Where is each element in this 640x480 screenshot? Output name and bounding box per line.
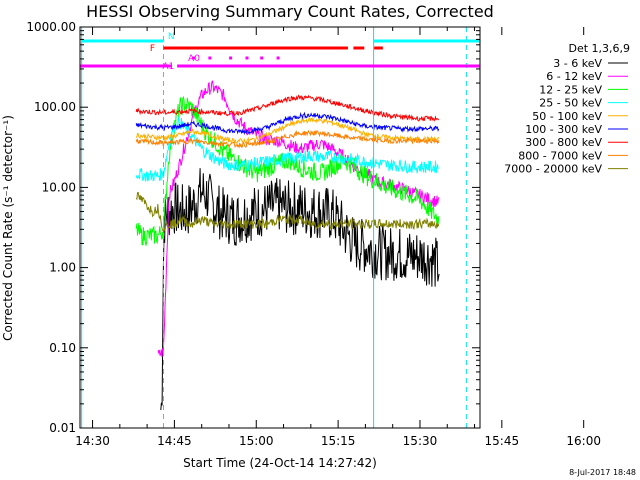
y-tick-label: 10.00 [42,180,76,194]
flag-dot-a0-4 [245,56,249,60]
chart-title: HESSI Observing Summary Count Rates, Cor… [86,2,494,21]
series-line-6 [135,111,440,136]
y-tick-label: 0.01 [49,421,76,435]
legend-entry-5: 50 - 100 keV [532,110,602,123]
flag-dot-a0-5 [260,56,264,60]
legend-entry-8: 800 - 7000 keV [518,149,602,162]
y-tick-label: 100.00 [34,100,76,114]
series-line-1 [160,168,440,411]
legend-entry-9: 7000 - 20000 keV [504,163,602,176]
x-tick-label: 15:00 [239,434,274,448]
series-line-9 [135,191,440,234]
flag-label-f: F [150,44,155,54]
x-tick-label: 14:45 [157,434,192,448]
legend-entry-7: 300 - 800 keV [525,136,602,149]
legend-title: Det 1,3,6,9 [568,42,630,55]
legend-entry-4: 25 - 50 keV [539,97,602,110]
legend-entry-1: 3 - 6 keV [553,57,602,70]
series-line-7 [135,94,440,122]
flag-label-a0: A0 [188,54,200,64]
series-line-8 [135,129,440,149]
legend-entry-2: 6 - 12 keV [546,70,602,83]
y-axis-title: Corrected Count Rate (s⁻¹ detector⁻¹) [1,115,15,341]
x-tick-label: 14:30 [75,434,110,448]
flag-dot-a0-3 [229,56,233,60]
x-axis-title: Start Time (24-Oct-14 14:27:42) [183,456,377,470]
series-line-5 [135,116,440,144]
flag-label-a1: A1 [162,62,174,72]
y-tick-label: 0.10 [49,341,76,355]
flag-dot-a0-1 [192,56,196,60]
legend-entry-3: 12 - 25 keV [539,83,602,96]
y-tick-label: 1.00 [49,261,76,275]
series-line-3 [135,95,440,247]
plot-frame [79,26,481,429]
x-tick-label: 16:00 [566,434,601,448]
flag-dot-a0-2 [208,56,212,60]
legend-entry-6: 100 - 300 keV [525,123,602,136]
flag-label-n: N [168,32,175,42]
x-tick-label: 15:30 [403,434,438,448]
timestamp: 8-Jul-2017 18:48 [569,468,636,477]
x-tick-label: 15:15 [321,434,356,448]
y-tick-label: 1000.00 [26,20,76,34]
x-tick-label: 15:45 [485,434,520,448]
flag-dot-a0-6 [276,56,280,60]
